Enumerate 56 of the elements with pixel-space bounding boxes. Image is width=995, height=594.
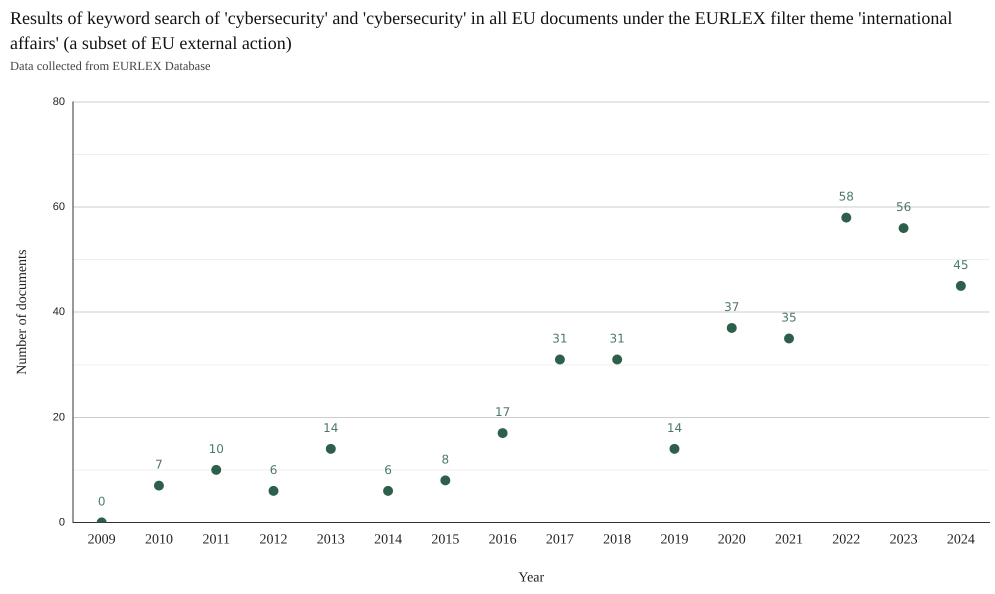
x-axis-title: Year xyxy=(518,570,544,586)
point xyxy=(154,480,164,491)
x-tick-label: 2012 xyxy=(260,532,288,548)
x-tick-label: 2018 xyxy=(603,532,632,548)
data-label: 6 xyxy=(270,462,278,477)
point xyxy=(669,444,680,454)
data-label: 35 xyxy=(781,310,797,325)
y-axis-title: Number of documents xyxy=(15,250,30,375)
data-label: 8 xyxy=(442,452,450,466)
x-tick-label: 2019 xyxy=(660,532,688,548)
y-tick-label: 40 xyxy=(52,306,66,318)
data-label: 6 xyxy=(384,462,392,477)
x-tick-label: 2017 xyxy=(546,532,574,548)
point xyxy=(554,354,565,364)
data-label: 14 xyxy=(323,420,338,435)
x-tick-label: 2020 xyxy=(718,532,746,548)
x-tick-label: 2015 xyxy=(431,532,460,548)
point xyxy=(440,475,450,486)
x-tick-label: 2016 xyxy=(488,532,517,548)
x-tick-label: 2021 xyxy=(775,532,804,548)
data-label: 58 xyxy=(838,190,854,204)
point xyxy=(956,280,966,291)
x-tick-label: 2023 xyxy=(890,532,918,548)
y-tick-label: 80 xyxy=(52,96,66,108)
data-label: 31 xyxy=(552,332,568,346)
x-tick-label: 2009 xyxy=(88,532,116,548)
data-label: 31 xyxy=(610,332,625,346)
point xyxy=(211,464,222,475)
y-tick-label: 20 xyxy=(52,411,66,424)
data-label: 37 xyxy=(724,300,740,314)
x-tick-label: 2011 xyxy=(202,532,230,548)
point xyxy=(498,428,508,438)
data-label: 56 xyxy=(896,200,912,214)
x-tick-label: 2024 xyxy=(946,532,975,548)
x-tick-label: 2014 xyxy=(374,532,402,548)
point xyxy=(841,212,852,223)
data-label: 17 xyxy=(494,405,510,420)
x-tick-label: 2013 xyxy=(316,532,345,548)
chart-subtitle: Data collected from EURLEX Database xyxy=(10,59,211,74)
chart-title: Results of keyword search of 'cybersecurity' and 'cybersecurity' in all EU documents under the EURLEX filter theme 'international affairs' (a subset of EU external action) xyxy=(10,7,954,55)
point xyxy=(383,486,394,496)
y-tick-label: 60 xyxy=(52,201,66,214)
data-label: 14 xyxy=(666,420,682,435)
y-tick-label: 0 xyxy=(58,516,66,528)
x-tick-label: 2010 xyxy=(144,532,173,548)
data-label: 0 xyxy=(98,494,106,509)
data-label: 10 xyxy=(208,442,224,456)
point xyxy=(784,333,794,344)
point xyxy=(612,354,622,364)
x-tick-label: 2022 xyxy=(832,532,860,548)
point xyxy=(726,322,737,333)
point xyxy=(898,223,909,234)
point xyxy=(326,444,336,454)
data-label: 45 xyxy=(953,258,968,272)
data-label: 7 xyxy=(155,458,163,472)
point xyxy=(268,486,279,496)
